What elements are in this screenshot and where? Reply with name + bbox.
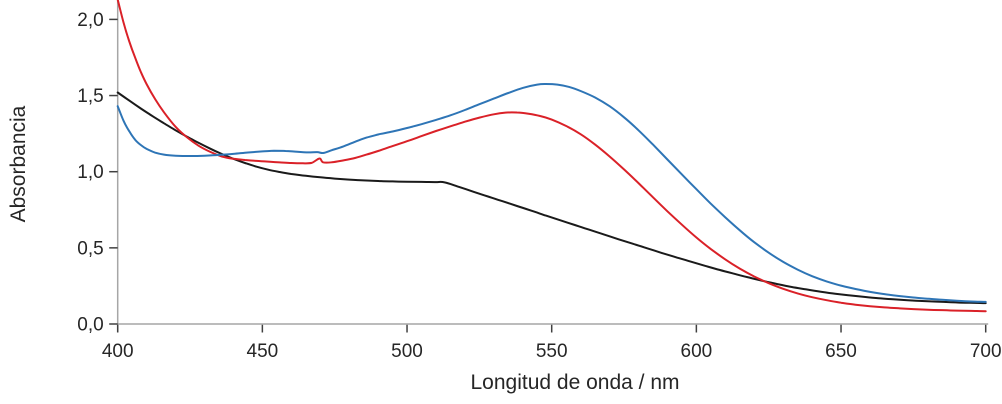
x-tick-label: 400 bbox=[102, 341, 134, 362]
y-tick-label: 0,0 bbox=[77, 315, 103, 336]
x-tick-label: 700 bbox=[970, 341, 1002, 362]
y-axis-title: Absorbancia bbox=[7, 105, 30, 223]
y-tick-label: 1,5 bbox=[77, 86, 103, 107]
series-line-black bbox=[116, 91, 987, 305]
y-tick-label: 1,0 bbox=[77, 162, 103, 183]
x-tick-label: 600 bbox=[681, 341, 713, 362]
y-tick-label: 0,5 bbox=[77, 238, 103, 259]
x-tick-label: 550 bbox=[536, 341, 568, 362]
x-tick-label: 450 bbox=[247, 341, 279, 362]
x-tick-label: 500 bbox=[391, 341, 423, 362]
y-tick-label: 2,0 bbox=[77, 10, 103, 31]
series-line-blue bbox=[116, 82, 987, 303]
series-line-red bbox=[116, 0, 987, 313]
x-tick-label: 650 bbox=[825, 341, 857, 362]
x-axis-title: Longitud de onda / nm bbox=[470, 371, 680, 394]
